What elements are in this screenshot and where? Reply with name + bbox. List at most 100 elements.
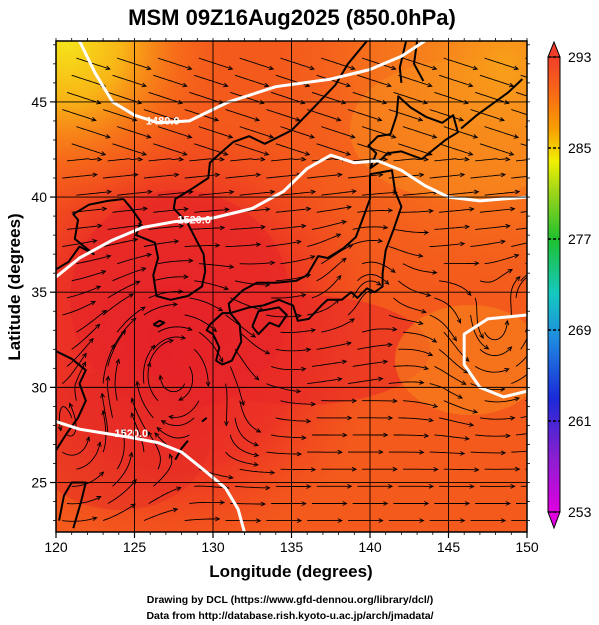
streamline-arrowhead [136, 99, 143, 105]
streamline [479, 74, 514, 87]
streamline-arrowhead [263, 151, 270, 156]
streamline [393, 228, 429, 233]
streamline [275, 74, 310, 87]
streamline-arrowhead [378, 172, 384, 178]
streamline [443, 126, 478, 139]
streamline [112, 74, 147, 87]
streamline-arrowhead [306, 418, 312, 424]
streamline-arrowhead [418, 253, 424, 258]
streamline-arrowhead [340, 99, 347, 105]
streamline [434, 434, 469, 440]
streamline-arrowhead [264, 349, 271, 355]
streamline [311, 275, 342, 299]
streamline-arrowhead [168, 338, 175, 344]
streamline [66, 285, 101, 299]
streamline [393, 297, 426, 313]
streamline-arrowhead [507, 346, 513, 352]
streamline [136, 381, 154, 419]
streamline-arrowhead [537, 295, 541, 300]
streamline-arrowhead [95, 285, 102, 291]
streamline [234, 349, 260, 381]
streamline [511, 450, 527, 453]
streamline-arrowhead [158, 374, 164, 381]
streamline-arrowhead [300, 99, 306, 105]
streamline-arrowhead [428, 208, 434, 214]
streamline-arrowhead [474, 260, 480, 266]
streamline-arrowhead [224, 421, 229, 427]
streamline-arrowhead [500, 239, 506, 245]
streamline [357, 209, 393, 213]
streamline-arrowhead [213, 116, 220, 122]
streamline [157, 126, 192, 139]
streamline-arrowhead [306, 484, 312, 489]
streamline [116, 306, 146, 333]
streamline-arrowhead [91, 116, 97, 122]
streamline [316, 342, 352, 350]
streamline [398, 210, 433, 213]
colorbar-max-triangle [547, 40, 561, 58]
streamline [388, 174, 424, 179]
streamline-arrowhead [301, 223, 307, 229]
streamline-arrowhead [452, 336, 457, 342]
streamline [66, 496, 102, 505]
streamline-arrowhead [418, 320, 424, 326]
streamline-arrowhead [351, 189, 357, 194]
streamline-arrowhead [309, 134, 315, 139]
streamline [438, 74, 473, 87]
streamline-arrowhead [461, 380, 467, 385]
streamline [402, 126, 437, 139]
streamline-arrowhead [535, 270, 540, 274]
streamline [438, 348, 469, 374]
streamline-arrowhead [105, 134, 111, 139]
streamline-arrowhead [154, 432, 160, 438]
streamline [271, 225, 306, 230]
streamline [511, 109, 527, 116]
streamline [76, 57, 111, 70]
streamline [479, 269, 513, 283]
streamline-arrowhead [178, 289, 184, 294]
streamline [398, 348, 433, 356]
streamline [112, 143, 147, 156]
streamline-arrowhead [310, 328, 317, 333]
streamline [102, 109, 137, 121]
streamline-arrowhead [214, 172, 221, 178]
streamline-arrowhead [515, 466, 521, 472]
streamline-arrowhead [337, 172, 343, 178]
streamline-arrowhead [347, 415, 353, 421]
streamline [62, 301, 96, 316]
streamline [402, 263, 437, 274]
streamline-arrowhead [240, 400, 245, 407]
streamline [112, 452, 133, 487]
streamline [148, 339, 174, 367]
streamline [388, 314, 423, 325]
streamline-arrowhead [301, 501, 307, 506]
streamline [148, 291, 183, 299]
streamline-arrowhead [135, 380, 141, 387]
streamline-arrowhead [105, 375, 111, 381]
streamline-arrowhead [97, 223, 103, 229]
streamline-arrowhead [431, 134, 438, 139]
streamline-arrowhead [178, 223, 185, 229]
streamline [398, 74, 432, 87]
streamline-arrowhead [337, 518, 343, 523]
coast-honshu [227, 169, 403, 322]
streamline [402, 400, 438, 408]
streamline-arrowhead [515, 275, 521, 282]
streamline-arrowhead [513, 65, 520, 71]
streamline [270, 434, 306, 439]
streamline-arrowhead [128, 293, 135, 298]
streamline-arrowhead [542, 519, 546, 523]
streamline-arrowhead [464, 356, 470, 362]
y-tick-label-30: 30 [31, 379, 47, 395]
streamline-arrowhead [432, 270, 438, 275]
streamline [388, 381, 424, 385]
streamline [470, 240, 505, 247]
streamline [178, 366, 194, 401]
streamline-arrowhead [183, 274, 189, 280]
streamline-arrowhead [223, 82, 229, 88]
streamline-arrowhead [350, 65, 356, 71]
streamline [234, 485, 270, 489]
streamline [62, 517, 97, 522]
streamline-arrowhead [347, 244, 354, 249]
streamline-arrowhead [100, 270, 107, 275]
